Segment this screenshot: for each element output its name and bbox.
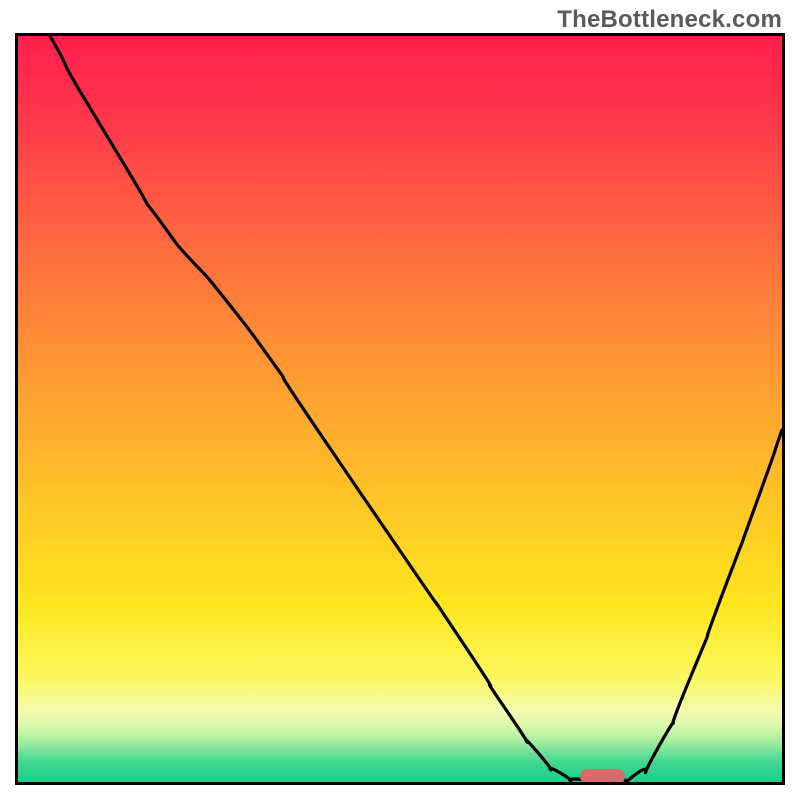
plot-frame bbox=[15, 33, 785, 785]
watermark-text: TheBottleneck.com bbox=[557, 6, 782, 34]
